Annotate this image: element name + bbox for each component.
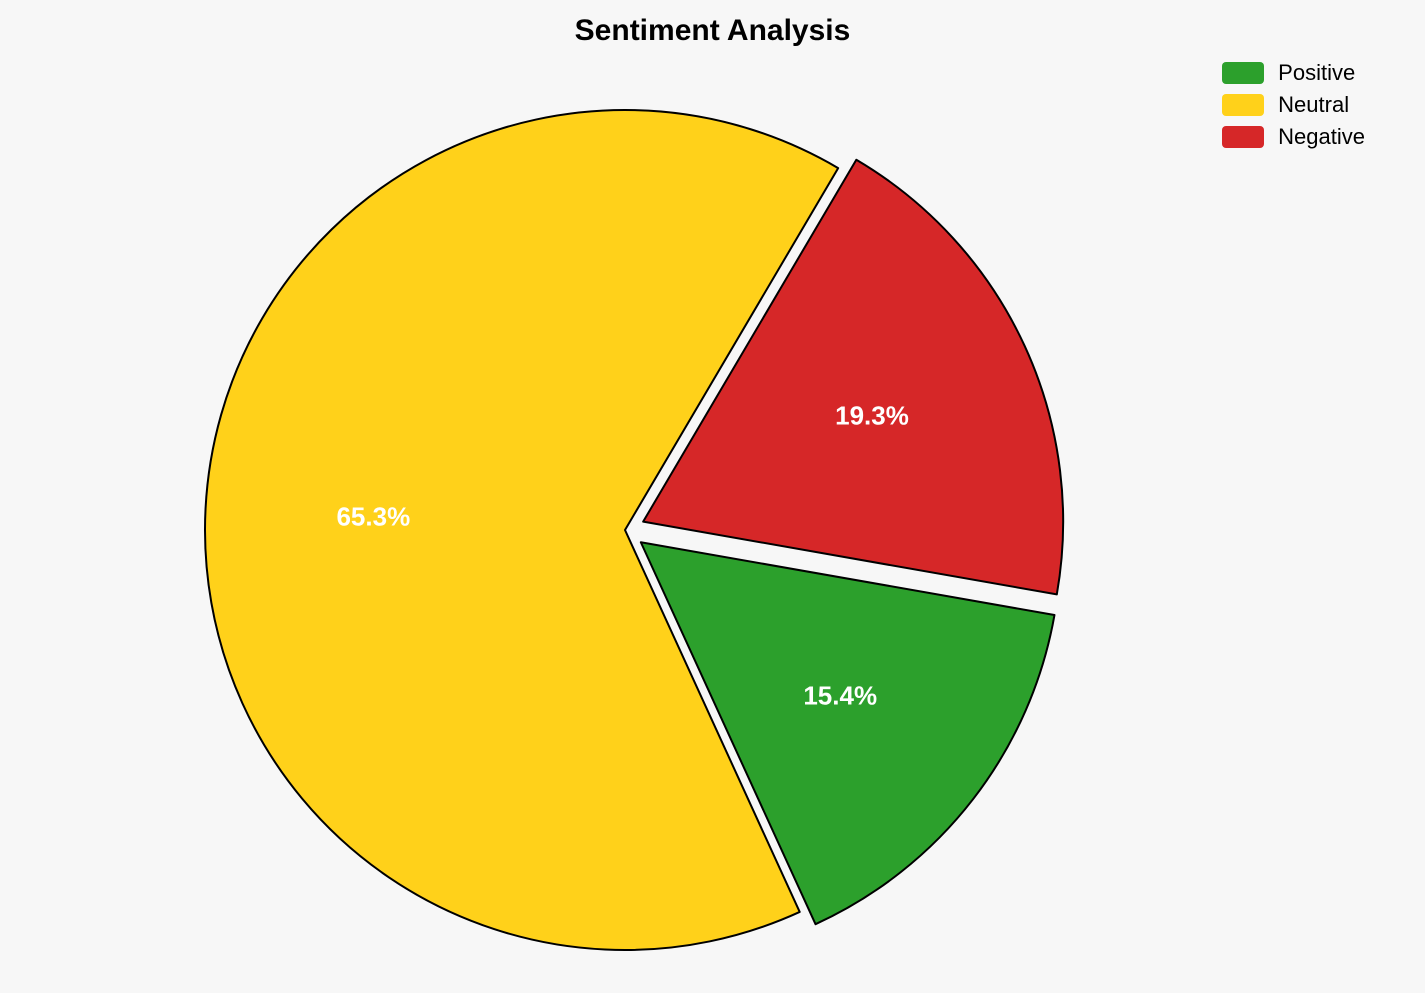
legend-item-positive: Positive [1222, 60, 1365, 86]
legend-label-neutral: Neutral [1278, 92, 1349, 118]
legend-label-negative: Negative [1278, 124, 1365, 150]
slice-label-positive: 15.4% [803, 681, 877, 712]
legend-item-negative: Negative [1222, 124, 1365, 150]
chart-container: Sentiment Analysis Positive Neutral Negati… [0, 0, 1425, 993]
slice-label-negative: 19.3% [835, 401, 909, 432]
legend-swatch-negative [1222, 126, 1264, 148]
slice-label-neutral: 65.3% [336, 501, 410, 532]
chart-title: Sentiment Analysis [0, 14, 1425, 48]
legend-item-neutral: Neutral [1222, 92, 1365, 118]
pie-chart [179, 84, 1071, 976]
legend-swatch-neutral [1222, 94, 1264, 116]
legend: Positive Neutral Negative [1222, 60, 1365, 156]
legend-label-positive: Positive [1278, 60, 1355, 86]
legend-swatch-positive [1222, 62, 1264, 84]
